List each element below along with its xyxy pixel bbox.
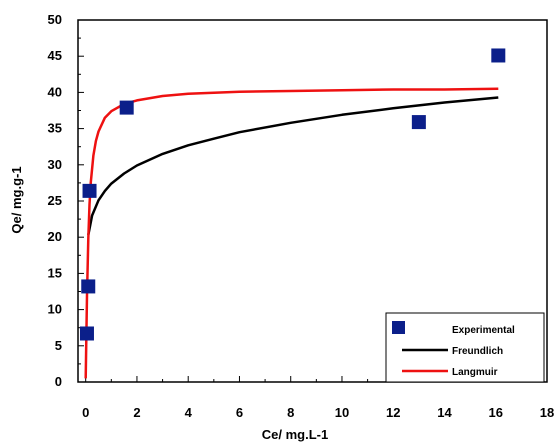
x-tick-label: 12 [386,405,400,420]
legend-label-langmuir: Langmuir [452,367,498,378]
experimental-points [79,48,506,341]
x-tick-label: 14 [437,405,452,420]
legend-marker-experimental [392,321,405,334]
y-tick-label: 30 [48,157,62,172]
y-axis-title: Qe/ mg.g-1 [9,166,24,233]
x-tick-label: 6 [236,405,243,420]
y-tick-label: 45 [48,48,62,63]
legend-label-experimental: Experimental [452,325,515,336]
y-tick-label: 5 [55,338,62,353]
data-point [411,115,426,130]
x-tick-label: 10 [335,405,349,420]
y-tick-label: 0 [55,374,62,389]
y-axis: 0 5 10 15 20 25 30 35 40 45 50 [48,12,84,389]
x-tick-label: 16 [489,405,503,420]
legend: Experimental Freundlich Langmuir [385,312,545,383]
y-tick-label: 35 [48,121,62,136]
y-tick-label: 25 [48,193,62,208]
fitted-curves [84,87,499,379]
x-axis-title: Ce/ mg.L-1 [262,427,328,442]
data-point [79,326,94,341]
y-tick-label: 20 [48,229,62,244]
data-point [491,48,506,63]
series-line-freundlich [87,96,499,236]
data-point [82,183,97,198]
x-tick-label: 0 [82,405,89,420]
y-tick-label: 10 [48,302,62,317]
data-point [81,279,96,294]
x-tick-label: 8 [287,405,294,420]
x-tick-label: 4 [185,405,193,420]
legend-label-freundlich: Freundlich [452,346,503,357]
x-tick-label: 2 [133,405,140,420]
y-tick-label: 40 [48,84,62,99]
y-tick-label: 15 [48,265,62,280]
y-tick-label: 50 [48,12,62,27]
data-point [119,100,134,115]
x-tick-label: 18 [540,405,554,420]
series-line-langmuir [84,87,499,379]
